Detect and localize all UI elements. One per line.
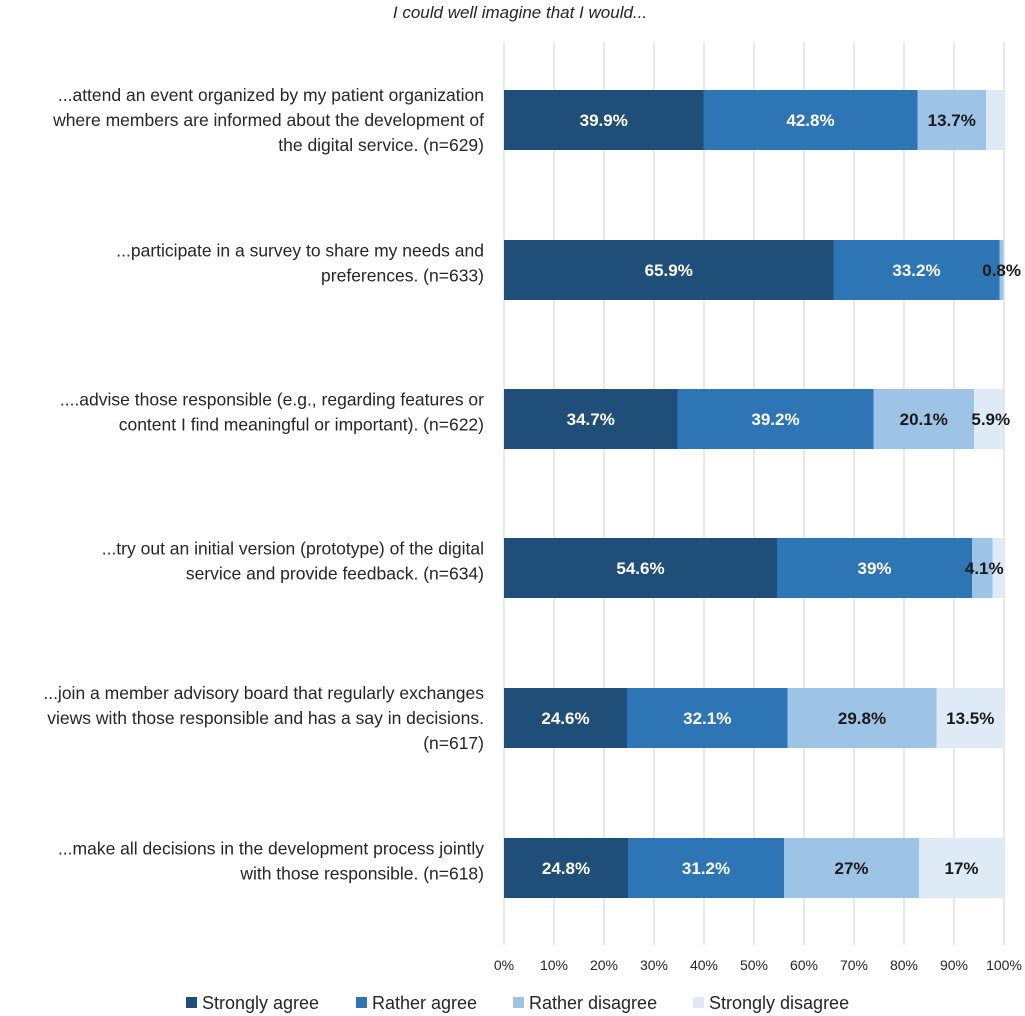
x-tick-label: 0% — [494, 957, 514, 973]
category-label: where members are informed about the dev… — [52, 110, 484, 130]
data-label: 39% — [857, 559, 891, 578]
data-label: 29.8% — [838, 709, 886, 728]
data-label: 24.8% — [542, 859, 590, 878]
category-label: the digital service. (n=629) — [278, 135, 484, 155]
legend: Strongly agree Rather agree Rather disagre… — [186, 993, 849, 1013]
x-tick-label: 60% — [790, 957, 818, 973]
legend-label: Strongly agree — [202, 993, 319, 1013]
data-label: 13.7% — [928, 111, 976, 130]
bar-segment — [999, 240, 1004, 300]
data-label: 0.8% — [982, 261, 1021, 280]
category-label: ...make all decisions in the development… — [58, 839, 484, 859]
legend-swatch — [356, 997, 367, 1008]
data-label: 17% — [944, 859, 978, 878]
bar-segment — [504, 389, 678, 449]
category-label: (n=617) — [423, 733, 484, 753]
category-label: ...attend an event organized by my patie… — [58, 85, 484, 105]
bar-segment — [974, 389, 1004, 449]
x-tick-label: 30% — [640, 957, 668, 973]
data-label: 31.2% — [682, 859, 730, 878]
bar-segment — [917, 90, 986, 150]
data-label: 20.1% — [900, 410, 948, 429]
x-tick-label: 50% — [740, 957, 768, 973]
data-label: 34.7% — [567, 410, 615, 429]
bar-segment — [504, 538, 777, 598]
data-label: 27% — [834, 859, 868, 878]
data-label: 33.2% — [892, 261, 940, 280]
x-tick-label: 70% — [840, 957, 868, 973]
bar-segment — [873, 389, 974, 449]
bar-segment — [992, 538, 1004, 598]
bar-segment — [833, 240, 1000, 300]
legend-label: Strongly disagree — [709, 993, 849, 1013]
category-label: service and provide feedback. (n=634) — [186, 564, 484, 584]
chart-title: I could well imagine that I would... — [393, 3, 647, 22]
data-label: 65.9% — [645, 261, 693, 280]
data-label: 24.6% — [541, 709, 589, 728]
category-label: with those responsible. (n=618) — [239, 864, 484, 884]
bar-segment — [919, 838, 1004, 898]
category-label: ...join a member advisory board that reg… — [43, 683, 484, 703]
bar-segment — [504, 90, 704, 150]
data-label: 54.6% — [616, 559, 664, 578]
x-tick-label: 80% — [890, 957, 918, 973]
data-label: 42.8% — [786, 111, 834, 130]
bar-segment — [787, 688, 937, 748]
x-tick-label: 10% — [540, 957, 568, 973]
bar-segment — [628, 838, 784, 898]
data-label: 39.9% — [580, 111, 628, 130]
data-label: 4.1% — [965, 559, 1004, 578]
bar-segment — [504, 838, 628, 898]
legend-swatch — [693, 997, 704, 1008]
category-label: ...participate in a survey to share my n… — [116, 241, 484, 261]
bar-segment — [936, 688, 1004, 748]
x-tick-label: 100% — [986, 957, 1022, 973]
x-tick-label: 90% — [940, 957, 968, 973]
bar-segment — [504, 240, 834, 300]
data-label: 5.9% — [971, 410, 1010, 429]
bar-segment — [627, 688, 788, 748]
data-label: 13.5% — [946, 709, 994, 728]
bar-segment — [677, 389, 874, 449]
bar-segment — [784, 838, 919, 898]
bar-segment — [777, 538, 972, 598]
data-label: 32.1% — [683, 709, 731, 728]
x-tick-label: 20% — [590, 957, 618, 973]
bars: 39.9% 42.8% 13.7% 65.9% 33.2% 0.8% 34.7% 39.2% 2… — [504, 90, 1021, 898]
data-label: 39.2% — [751, 410, 799, 429]
legend-swatch — [513, 997, 524, 1008]
category-label: preferences. (n=633) — [321, 266, 484, 286]
gridlines — [503, 42, 1005, 945]
category-label: views with those responsible and has a s… — [47, 708, 484, 728]
category-label: ...try out an initial version (prototype… — [102, 539, 484, 559]
bar-segment — [972, 538, 993, 598]
bar-segment — [1003, 240, 1004, 300]
legend-label: Rather disagree — [529, 993, 657, 1013]
category-labels: ...attend an event organized by my patie… — [43, 85, 484, 884]
legend-swatch — [186, 997, 197, 1008]
legend-label: Rather agree — [372, 993, 477, 1013]
x-tick-label: 40% — [690, 957, 718, 973]
category-label: ....advise those responsible (e.g., rega… — [60, 390, 484, 410]
bar-segment — [504, 688, 627, 748]
x-axis-ticks: 0% 10% 20% 30% 40% 50% 60% 70% 80% 90% 100% — [494, 957, 1022, 973]
category-label: content I find meaningful or important).… — [119, 415, 484, 435]
bar-segment — [703, 90, 918, 150]
bar-segment — [986, 90, 1004, 150]
